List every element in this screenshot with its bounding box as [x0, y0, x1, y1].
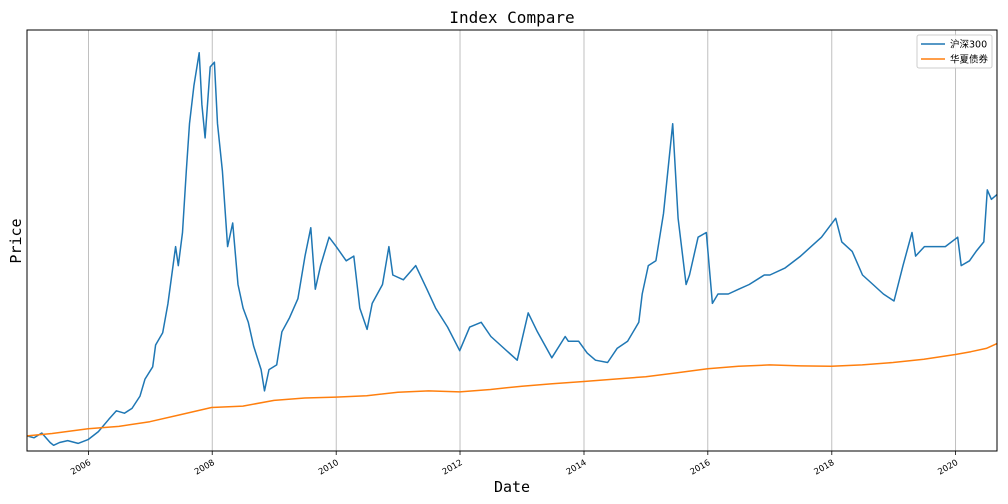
- x-axis-ticks: 2006 2008 2010 2012 2014 2016 2018 2020: [69, 451, 960, 477]
- series-line-huaxia-bond: [26, 342, 998, 437]
- x-tick-label-2006: 2006: [69, 458, 93, 477]
- x-tick-label-2012: 2012: [441, 458, 465, 477]
- series-layer: [26, 51, 998, 447]
- chart-title: Index Compare: [449, 8, 574, 27]
- plot-frame: [26, 29, 998, 452]
- x-tick-label-2014: 2014: [565, 458, 589, 477]
- y-axis-label: Price: [7, 218, 25, 263]
- x-tick-label-2008: 2008: [193, 458, 217, 477]
- x-gridlines: [87, 30, 957, 451]
- legend-label-huaxia-bond: 华夏债券: [950, 54, 989, 66]
- x-tick-label-2020: 2020: [936, 458, 960, 477]
- series-line-hs300: [26, 51, 998, 447]
- legend-label-hs300: 沪深300: [950, 39, 987, 51]
- x-tick-label-2016: 2016: [689, 458, 713, 477]
- x-tick-label-2010: 2010: [317, 458, 341, 477]
- legend: 沪深300 华夏债券: [916, 34, 993, 69]
- x-tick-label-2018: 2018: [813, 458, 837, 477]
- x-axis-label: Date: [494, 478, 530, 496]
